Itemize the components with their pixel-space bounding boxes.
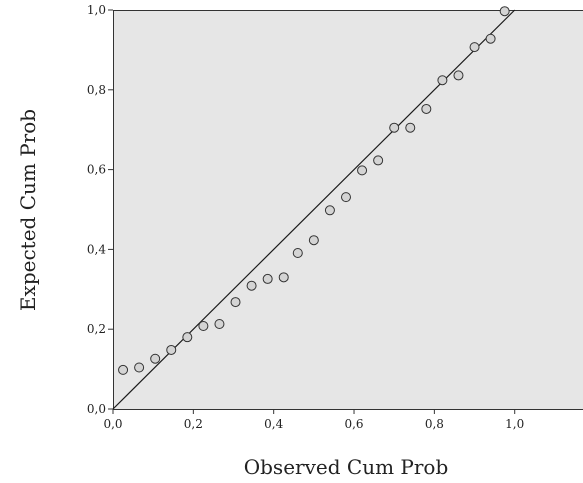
x-tick-label: 0,6 — [344, 417, 363, 431]
y-tick-label: 1,0 — [87, 3, 106, 17]
data-point — [340, 192, 351, 203]
data-point — [118, 364, 129, 375]
data-point — [134, 362, 145, 373]
data-point — [246, 280, 257, 291]
data-point — [453, 70, 464, 81]
data-point — [324, 205, 335, 216]
data-point — [389, 122, 400, 133]
y-axis-ticks: 0,0 0,2 0,4 0,6 0,8 1,0 — [87, 3, 113, 416]
y-tick-label: 0,2 — [87, 322, 106, 336]
data-point — [198, 321, 209, 332]
data-point — [262, 273, 273, 284]
y-tick-label: 0,4 — [87, 242, 106, 256]
data-point — [230, 297, 241, 308]
data-point — [485, 33, 496, 44]
y-axis-title: Expected Cum Prob — [16, 109, 40, 311]
data-point — [278, 272, 289, 283]
x-tick-label: 0,8 — [425, 417, 444, 431]
data-point — [308, 235, 319, 246]
data-point — [292, 247, 303, 258]
y-tick-label: 0,6 — [87, 163, 106, 177]
data-point — [421, 103, 432, 114]
data-point — [150, 353, 161, 364]
x-tick-label: 1,0 — [505, 417, 524, 431]
reference-line — [112, 9, 516, 410]
y-tick-label: 0,8 — [87, 83, 106, 97]
data-points — [118, 6, 510, 375]
data-point — [373, 155, 384, 166]
x-tick-label: 0,0 — [103, 417, 122, 431]
data-point — [499, 6, 510, 17]
data-point — [437, 75, 448, 86]
x-tick-label: 0,4 — [264, 417, 283, 431]
x-axis-title: Observed Cum Prob — [244, 455, 449, 479]
data-point — [405, 122, 416, 133]
y-tick-label: 0,0 — [87, 402, 106, 416]
data-point — [182, 332, 193, 343]
data-point — [166, 344, 177, 355]
x-tick-label: 0,2 — [184, 417, 203, 431]
data-point — [469, 42, 480, 53]
data-point — [214, 319, 225, 330]
data-point — [357, 165, 368, 176]
x-axis-ticks: 0,0 0,2 0,4 0,6 0,8 1,0 — [103, 409, 524, 431]
plot-area — [113, 10, 583, 410]
